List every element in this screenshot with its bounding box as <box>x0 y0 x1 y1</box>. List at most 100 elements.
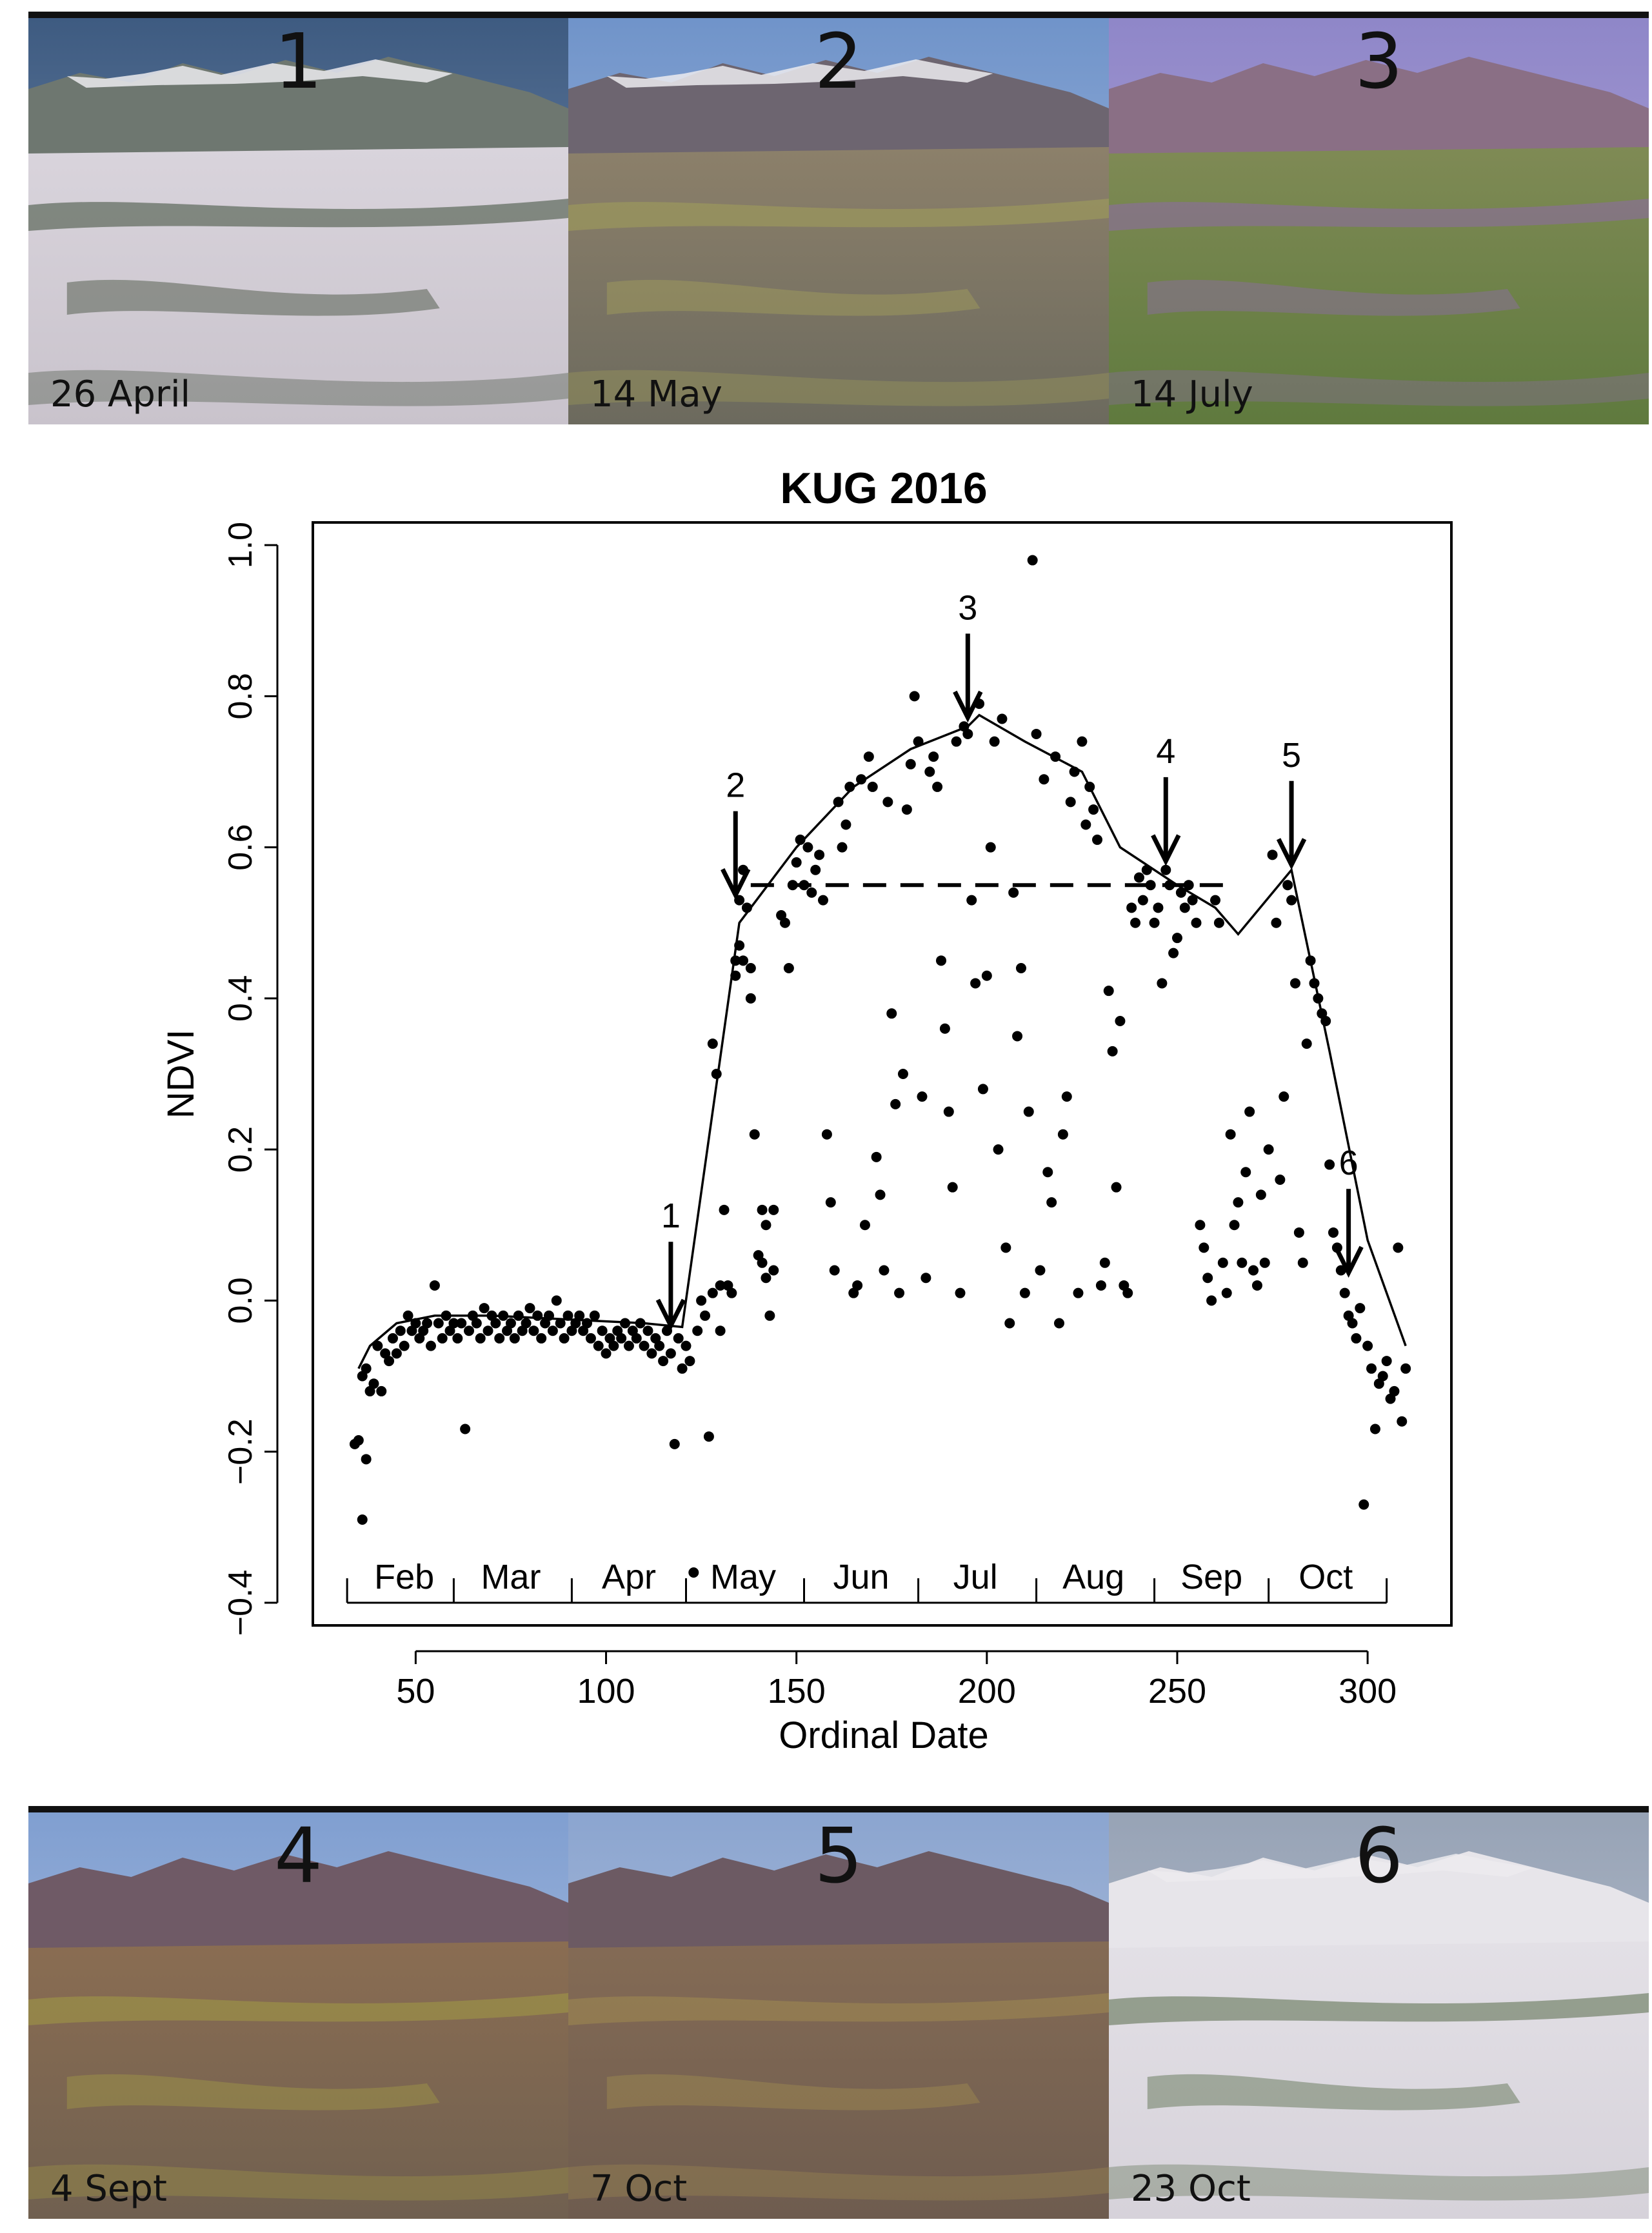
data-point <box>1248 1265 1259 1276</box>
plot-frame <box>312 521 1453 1627</box>
data-point <box>1137 895 1148 906</box>
data-point <box>1221 1287 1232 1298</box>
data-point <box>707 1038 718 1049</box>
data-point <box>795 834 806 845</box>
camera-header-bar <box>28 1806 568 1812</box>
x-tick-label: 100 <box>577 1672 635 1711</box>
data-point <box>1092 834 1103 845</box>
month-label-jul: Jul <box>953 1558 998 1596</box>
data-point <box>802 842 813 853</box>
data-point <box>1347 1318 1358 1329</box>
data-point <box>818 895 829 906</box>
annotation-arrow-5: 5 <box>1276 736 1307 870</box>
data-point <box>483 1325 493 1336</box>
data-point <box>939 1023 950 1034</box>
data-point <box>909 691 920 702</box>
annotation-label: 5 <box>1282 736 1301 775</box>
data-point <box>1187 895 1198 906</box>
data-point <box>921 1273 931 1284</box>
data-point <box>1099 1257 1110 1268</box>
data-point <box>768 1204 779 1215</box>
data-point <box>977 1084 988 1095</box>
data-point <box>696 1295 707 1306</box>
data-point <box>353 1435 364 1446</box>
data-point <box>867 781 878 792</box>
data-point <box>601 1348 612 1359</box>
data-point <box>1179 902 1190 913</box>
data-point <box>555 1318 566 1329</box>
data-point <box>475 1333 486 1344</box>
month-label-jun: Jun <box>833 1558 889 1596</box>
data-point <box>1130 917 1141 928</box>
data-point <box>1126 902 1137 913</box>
data-point <box>395 1325 406 1336</box>
arrow-head <box>1333 1246 1364 1278</box>
data-point <box>768 1265 779 1276</box>
data-point <box>574 1310 585 1321</box>
fitted-curve <box>357 713 1407 1369</box>
data-point <box>1080 819 1091 830</box>
data-point <box>1077 736 1088 747</box>
data-point <box>738 955 749 966</box>
arrow-head <box>721 868 751 900</box>
data-point <box>894 1287 905 1298</box>
data-point <box>1275 1174 1286 1185</box>
data-point <box>684 1356 695 1367</box>
y-tick-label: 1.0 <box>222 522 259 568</box>
y-tick-label: 0.6 <box>222 824 259 870</box>
data-point <box>1255 1189 1266 1200</box>
data-point <box>905 759 916 769</box>
data-point <box>425 1340 436 1351</box>
annotation-arrow-1: 1 <box>655 1196 686 1331</box>
data-point <box>761 1273 771 1284</box>
x-axis: 50 100 150 200 250 300 <box>396 1650 1397 1711</box>
arrow-head <box>655 1298 686 1331</box>
data-point <box>1263 1144 1274 1155</box>
month-label-may: May <box>710 1558 776 1596</box>
photo-number: 2 <box>814 17 863 106</box>
data-point <box>1335 1265 1346 1276</box>
data-point <box>593 1340 604 1351</box>
data-point <box>1206 1295 1217 1306</box>
data-point <box>1217 1257 1228 1268</box>
data-point <box>361 1363 372 1374</box>
data-point <box>829 1265 840 1276</box>
data-point <box>1213 917 1224 928</box>
data-point <box>715 1325 726 1336</box>
data-point <box>1324 1159 1335 1170</box>
data-point <box>623 1340 634 1351</box>
y-tick-label: 0.2 <box>222 1126 259 1173</box>
data-point <box>1160 864 1171 875</box>
data-point <box>890 1098 901 1109</box>
data-point <box>1381 1356 1392 1367</box>
data-point <box>1027 555 1038 566</box>
data-point <box>745 963 756 974</box>
photo-date: 14 May <box>590 373 722 415</box>
data-point <box>1073 1287 1084 1298</box>
data-point <box>433 1318 444 1329</box>
data-point <box>688 1567 699 1578</box>
photo-panel-6: 6 23 Oct <box>1109 1806 1649 2219</box>
data-point <box>1240 1167 1251 1178</box>
data-point <box>1351 1333 1362 1344</box>
data-point <box>951 736 962 747</box>
data-point <box>1389 1385 1400 1396</box>
data-point <box>1115 1016 1126 1027</box>
data-point <box>1061 1091 1072 1102</box>
data-point <box>1267 849 1278 860</box>
photo-date: 4 Sept <box>50 2168 167 2210</box>
data-point <box>387 1333 398 1344</box>
data-point <box>715 1280 726 1291</box>
data-point <box>654 1340 665 1351</box>
photo-number: 4 <box>274 1811 323 1900</box>
data-point <box>928 751 939 762</box>
data-point <box>1259 1257 1270 1268</box>
data-point <box>783 963 794 974</box>
annotation-arrow-4: 4 <box>1151 732 1181 866</box>
data-point <box>1199 1242 1209 1253</box>
photo-date: 7 Oct <box>590 2168 688 2210</box>
photo-number: 5 <box>814 1811 863 1900</box>
data-point <box>901 804 912 815</box>
data-point <box>677 1363 688 1374</box>
data-point <box>1282 880 1293 891</box>
